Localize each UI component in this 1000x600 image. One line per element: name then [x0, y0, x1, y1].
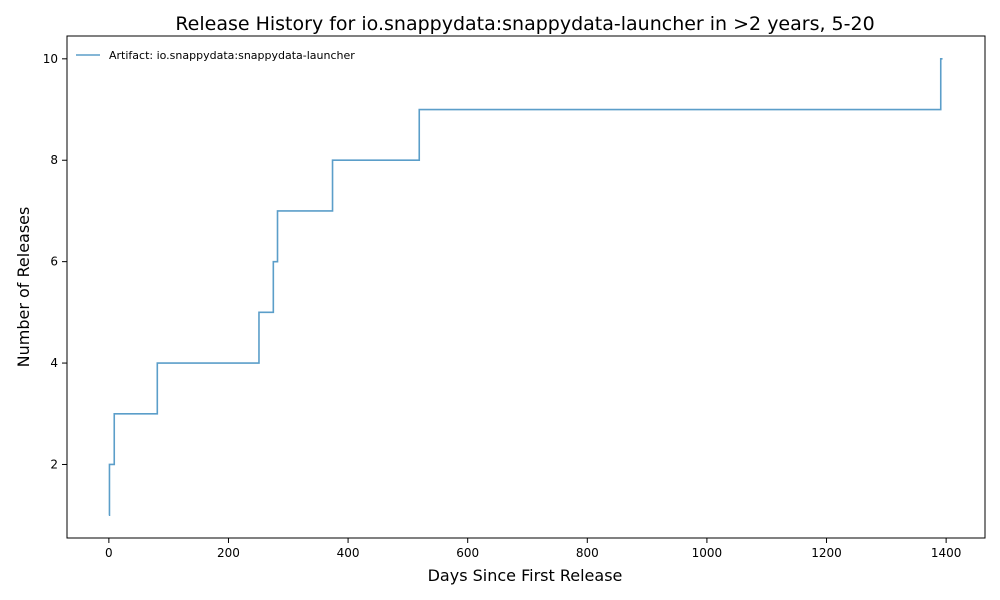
legend-label: Artifact: io.snappydata:snappydata-launc… — [109, 49, 355, 62]
x-axis-ticks: 0 200 400 600 800 1000 1200 1400 — [105, 538, 961, 560]
y-axis-ticks: 2 4 6 8 10 — [43, 52, 67, 471]
x-tick-label: 800 — [576, 546, 599, 560]
x-tick-label: 1200 — [811, 546, 842, 560]
series-line — [108, 58, 943, 516]
y-tick-label: 8 — [50, 153, 58, 167]
y-tick-label: 10 — [43, 52, 58, 66]
x-tick-label: 1000 — [692, 546, 723, 560]
x-tick-label: 1400 — [931, 546, 962, 560]
y-tick-label: 4 — [50, 356, 58, 370]
chart-title: Release History for io.snappydata:snappy… — [175, 13, 874, 35]
y-axis-label: Number of Releases — [14, 207, 33, 368]
y-tick-label: 6 — [50, 255, 58, 269]
plot-frame — [66, 35, 986, 539]
legend: Artifact: io.snappydata:snappydata-launc… — [76, 49, 355, 62]
y-tick-label: 2 — [50, 457, 58, 471]
series-steps — [109, 59, 941, 516]
x-tick-label: 0 — [105, 546, 113, 560]
x-tick-label: 400 — [337, 546, 360, 560]
plot-area: 0 200 400 600 800 1000 1200 1400 2 4 6 8 10 — [43, 35, 986, 560]
x-axis-label: Days Since First Release — [428, 566, 623, 585]
x-tick-label: 600 — [456, 546, 479, 560]
x-tick-label: 200 — [217, 546, 240, 560]
